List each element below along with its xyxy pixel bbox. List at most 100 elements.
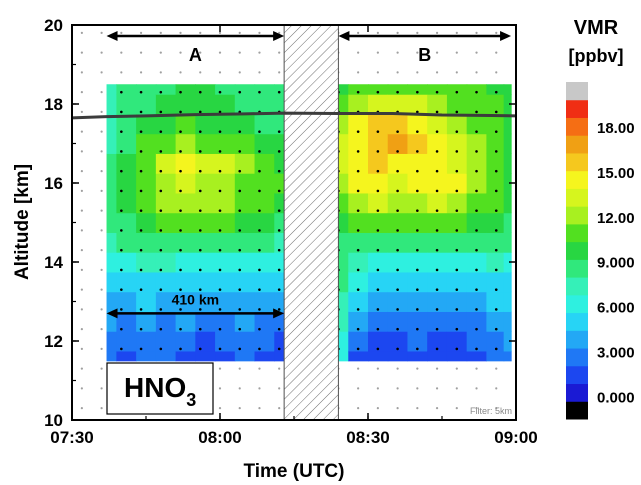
vmr-cell — [254, 94, 275, 115]
retrieved-point — [475, 110, 478, 114]
vmr-cell — [407, 252, 428, 273]
retrieved-point — [198, 347, 202, 351]
unretrieved-point — [495, 71, 498, 74]
retrieved-point — [455, 268, 459, 272]
retrieved-point — [356, 248, 360, 252]
vmr-cell — [136, 153, 157, 174]
retrieved-point — [120, 229, 123, 232]
retrieved-point — [238, 189, 242, 193]
unretrieved-point — [495, 51, 498, 54]
vmr-cell — [466, 291, 487, 312]
vmr-cell — [338, 271, 349, 293]
y-tick-label: 20 — [44, 16, 63, 35]
vmr-cell — [338, 113, 349, 135]
species-label-main: HNO — [124, 372, 186, 403]
vmr-cell — [407, 291, 428, 312]
vmr-cell — [387, 84, 409, 95]
unretrieved-point — [435, 31, 439, 34]
unretrieved-point — [100, 209, 103, 212]
unretrieved-point — [100, 150, 103, 153]
unretrieved-point — [80, 387, 83, 390]
retrieved-point — [139, 150, 143, 153]
retrieved-point — [139, 308, 143, 311]
retrieved-point — [198, 189, 202, 193]
vmr-cell — [446, 94, 468, 115]
vmr-cell — [427, 291, 448, 312]
colorbar-bin — [566, 383, 588, 402]
vmr-cell — [215, 153, 236, 174]
retrieved-point — [277, 327, 281, 331]
retrieved-point — [198, 229, 202, 232]
retrieved-point — [475, 327, 478, 331]
x-axis: 07:30 08:00 08:30 09:00 — [50, 25, 538, 447]
vmr-cell — [195, 153, 216, 174]
vmr-cell — [368, 133, 389, 154]
retrieved-point — [475, 248, 478, 252]
vmr-cell — [348, 291, 369, 312]
vmr-cell — [274, 331, 285, 352]
unretrieved-point — [396, 367, 399, 370]
unretrieved-point — [100, 367, 103, 370]
unretrieved-point — [100, 387, 103, 390]
retrieved-point — [494, 130, 498, 133]
retrieved-point — [475, 150, 478, 153]
retrieved-point — [218, 169, 222, 173]
vmr-cell — [407, 212, 428, 233]
retrieved-point — [159, 209, 163, 212]
unretrieved-point — [495, 387, 498, 390]
retrieved-point — [198, 169, 202, 173]
retrieved-point — [376, 327, 380, 331]
retrieved-point — [258, 268, 261, 272]
vmr-cell — [368, 311, 389, 332]
retrieved-point — [258, 308, 261, 311]
unretrieved-point — [100, 189, 103, 192]
colorbar-bin — [566, 259, 588, 278]
vmr-cell — [175, 94, 196, 115]
vmr-cell — [234, 173, 256, 194]
vmr-cell — [274, 173, 285, 194]
retrieved-point — [159, 110, 163, 114]
vmr-cell — [136, 271, 157, 293]
vmr-cell — [503, 252, 512, 273]
retrieved-point — [455, 229, 459, 232]
vmr-cell — [368, 232, 389, 253]
retrieved-point — [179, 90, 182, 94]
retrieved-point — [258, 248, 261, 252]
unretrieved-point — [120, 71, 123, 74]
unretrieved-point — [100, 308, 103, 311]
vmr-cell — [348, 331, 369, 352]
vmr-cell — [427, 350, 448, 362]
vmr-cell — [116, 133, 137, 154]
unretrieved-point — [218, 387, 222, 390]
vmr-cell — [348, 94, 369, 115]
vmr-cell — [338, 84, 349, 95]
retrieved-point — [435, 229, 439, 232]
vmr-cell — [338, 153, 349, 174]
vmr-cell — [387, 212, 409, 233]
colorbar-tick-label: 12.00 — [597, 210, 635, 227]
vmr-cell — [175, 252, 196, 273]
retrieved-point — [238, 288, 242, 291]
retrieved-point — [416, 347, 419, 351]
vmr-cell — [503, 291, 512, 312]
vmr-cell — [155, 173, 177, 194]
vmr-cell — [387, 291, 409, 312]
vmr-cell — [407, 192, 428, 214]
vmr-cell — [254, 232, 275, 253]
vmr-cell — [116, 173, 137, 194]
vmr-cell — [215, 212, 236, 233]
vmr-cell — [348, 173, 369, 194]
retrieved-point — [455, 347, 459, 351]
vmr-cell — [338, 133, 349, 154]
retrieved-point — [159, 229, 163, 232]
vmr-cell — [368, 173, 389, 194]
unretrieved-point — [80, 249, 83, 252]
y-tick-label: 16 — [44, 174, 63, 193]
vmr-cell — [274, 311, 285, 332]
vmr-cell — [466, 84, 487, 95]
retrieved-point — [376, 169, 380, 173]
retrieved-point — [218, 189, 222, 193]
unretrieved-point — [139, 71, 143, 74]
retrieved-point — [258, 347, 261, 351]
